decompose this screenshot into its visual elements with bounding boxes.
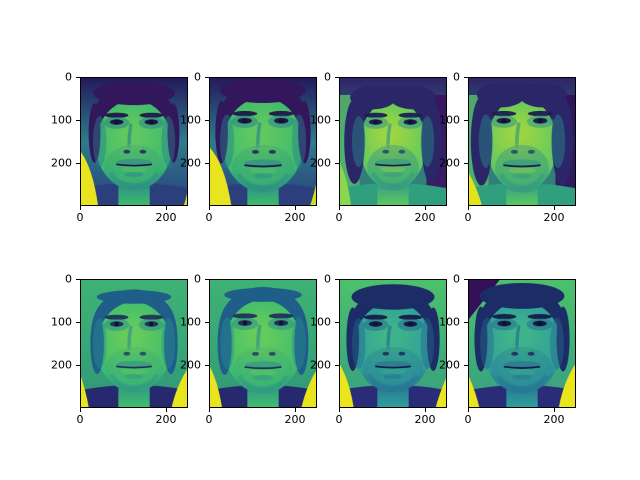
x-tick-label: 200 [284,211,306,224]
face-image [81,280,187,407]
subplot-row1-col3: 0 100 200 0 200 [310,72,447,223]
face-image [210,280,316,407]
x-tick-label: 200 [543,413,565,426]
y-tick-label: 200 [180,358,201,372]
image-axes [339,279,447,408]
y-tick-label: 0 [453,272,460,286]
face-image [210,78,316,205]
y-tick-label: 100 [310,315,331,329]
x-tick-label: 0 [464,413,472,426]
image-axes [209,279,317,408]
y-tick-label: 0 [324,70,331,84]
y-tick-label: 0 [194,272,201,286]
y-tick-label: 0 [453,70,460,84]
y-tick-label: 100 [310,113,331,127]
y-tick-label: 200 [310,156,331,170]
x-tick-label: 0 [335,211,343,224]
x-tick-label: 200 [414,413,436,426]
y-tick-label: 200 [180,156,201,170]
subplot-row1-col2: 0 100 200 0 200 [180,72,317,223]
x-tick-label: 200 [543,211,565,224]
image-axes [468,279,576,408]
y-tick-label: 100 [180,315,201,329]
y-tick-label: 200 [51,156,72,170]
x-tick-label: 0 [335,413,343,426]
y-tick-label: 200 [310,358,331,372]
y-tick-label: 100 [439,315,460,329]
y-tick-label: 100 [180,113,201,127]
x-tick-label: 200 [284,413,306,426]
face-image [469,78,575,205]
y-tick-label: 200 [51,358,72,372]
face-image [469,280,575,407]
image-axes [80,279,188,408]
subplot-row2-col2: 0 100 200 0 200 [180,274,317,425]
image-axes [80,77,188,206]
face-image [340,78,446,205]
subplot-row2-col3: 0 100 200 0 200 [310,274,447,425]
x-tick-label: 200 [414,211,436,224]
y-tick-label: 200 [439,358,460,372]
y-tick-label: 100 [51,113,72,127]
x-tick-label: 0 [464,211,472,224]
subplot-row1-col4: 0 100 200 0 200 [439,72,576,223]
y-tick-label: 0 [65,272,72,286]
y-tick-label: 0 [194,70,201,84]
x-tick-label: 0 [205,413,213,426]
x-tick-label: 0 [76,211,84,224]
image-axes [209,77,317,206]
subplot-row2-col4: 0 100 200 0 200 [439,274,576,425]
x-tick-label: 200 [155,211,177,224]
y-tick-label: 200 [439,156,460,170]
subplot-row1-col1: 0 100 200 0 200 [51,72,188,223]
y-tick-label: 100 [439,113,460,127]
subplot-row2-col1: 0 100 200 0 200 [51,274,188,425]
image-axes [339,77,447,206]
x-tick-label: 0 [76,413,84,426]
face-image [340,280,446,407]
image-axes [468,77,576,206]
x-tick-label: 0 [205,211,213,224]
face-image [81,78,187,205]
y-tick-label: 0 [65,70,72,84]
y-tick-label: 0 [324,272,331,286]
y-tick-label: 100 [51,315,72,329]
x-tick-label: 200 [155,413,177,426]
